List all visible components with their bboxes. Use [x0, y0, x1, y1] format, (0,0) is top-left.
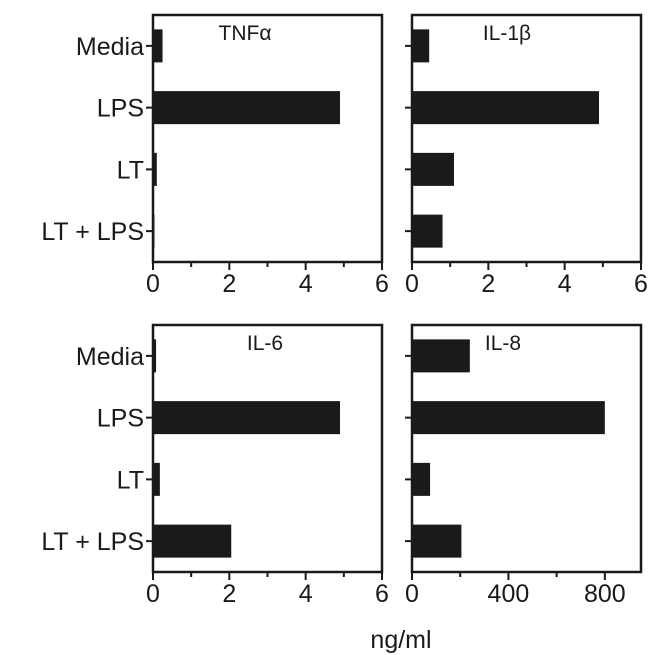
il8-bar-3 [412, 462, 431, 496]
il1b-bar-4 [412, 214, 443, 248]
il6-x-tick-label-3: 4 [299, 580, 313, 608]
tnf-plot-frame [151, 13, 384, 264]
tnf-bar-2 [153, 91, 341, 125]
il6-category-label-1: Media [76, 343, 144, 371]
il1b-bar-2 [412, 91, 600, 125]
panel-il8: 0 400 800 IL-8 [405, 323, 643, 608]
il1b-bar-1 [412, 29, 430, 63]
tnf-x-tick-label-3: 4 [299, 270, 313, 298]
tnf-category-label-4: LT + LPS [41, 218, 144, 246]
tnf-category-label-1: Media [76, 33, 144, 61]
il6-category-label-2: LPS [97, 405, 144, 433]
il8-bar-2 [412, 401, 605, 435]
tnf-category-label-3: LT [117, 156, 144, 184]
panel-il1b: 0 2 4 6 IL-1β [405, 13, 648, 298]
tnf-bar-1 [153, 29, 163, 63]
il8-x-tick-label-3: 800 [584, 580, 626, 608]
il6-x-tick-label-2: 2 [222, 580, 236, 608]
il8-plot-frame [410, 323, 643, 574]
il1b-x-tick-label-1: 0 [405, 270, 419, 298]
tnf-x-tick-label-4: 6 [375, 270, 389, 298]
tnf-x-tick-label-1: 0 [146, 270, 160, 298]
il1b-x-tick-label-4: 6 [634, 270, 648, 298]
il1b-plot-frame [410, 13, 643, 264]
il1b-panel-title: IL-1β [483, 22, 531, 45]
il6-category-label-3: LT [117, 466, 144, 494]
il1b-bar-3 [412, 152, 454, 186]
il1b-x-tick-label-2: 2 [481, 270, 495, 298]
shared-x-axis-label: ng/ml [370, 626, 431, 654]
tnf-category-label-2: LPS [97, 95, 144, 123]
il6-x-tick-label-1: 0 [146, 580, 160, 608]
il8-bar-4 [412, 524, 462, 558]
il6-category-label-4: LT + LPS [41, 528, 144, 556]
il1b-x-tick-label-3: 4 [558, 270, 572, 298]
tnf-bar-3 [153, 152, 157, 186]
il6-x-tick-label-4: 6 [375, 580, 389, 608]
il8-bar-1 [412, 339, 470, 373]
il6-bar-3 [153, 462, 160, 496]
il8-panel-title: IL-8 [485, 332, 521, 355]
il6-bar-1 [153, 339, 157, 373]
tnf-x-tick-label-2: 2 [222, 270, 236, 298]
il6-panel-title: IL-6 [247, 332, 283, 355]
il8-x-tick-label-1: 0 [405, 580, 419, 608]
il6-bar-2 [153, 401, 341, 435]
il8-x-tick-label-2: 400 [488, 580, 530, 608]
tnf-panel-title: TNFα [219, 22, 272, 45]
il6-bar-4 [153, 524, 232, 558]
